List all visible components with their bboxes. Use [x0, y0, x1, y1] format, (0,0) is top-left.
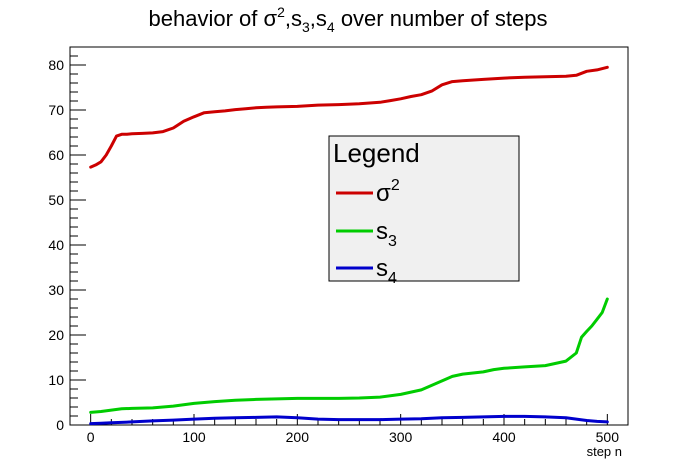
y-tick-label: 80 — [48, 57, 64, 73]
x-tick-label: 400 — [492, 429, 516, 445]
legend-label-sigma2: σ2 — [376, 177, 400, 207]
legend: Legend σ2 s3 s4 — [328, 135, 520, 287]
x-tick-label: 200 — [286, 429, 310, 445]
y-tick-label: 20 — [48, 327, 64, 343]
y-tick-label: 0 — [56, 417, 64, 433]
x-tick-label: 300 — [389, 429, 413, 445]
y-tick-label: 50 — [48, 192, 64, 208]
x-tick-label: 0 — [87, 429, 95, 445]
chart-title: behavior of σ2,s3,s4 over number of step… — [149, 4, 548, 35]
y-tick-label: 10 — [48, 372, 64, 388]
y-tick-label: 70 — [48, 102, 64, 118]
series-line-s4 — [89, 414, 609, 426]
x-axis-title: step n — [587, 444, 622, 459]
legend-label-s4: s4 — [376, 255, 397, 287]
legend-entries: σ2 s3 s4 — [336, 177, 400, 287]
legend-title: Legend — [333, 138, 420, 168]
legend-box — [328, 135, 520, 282]
series-lines — [89, 65, 609, 426]
series-line-sigma2 — [89, 65, 609, 169]
y-tick-label: 40 — [48, 237, 64, 253]
x-tick-label: 500 — [596, 429, 620, 445]
series-line-s3 — [89, 297, 609, 414]
y-tick-label: 60 — [48, 147, 64, 163]
x-tick-label: 100 — [182, 429, 206, 445]
legend-label-s3: s3 — [376, 218, 397, 250]
y-tick-label: 30 — [48, 282, 64, 298]
